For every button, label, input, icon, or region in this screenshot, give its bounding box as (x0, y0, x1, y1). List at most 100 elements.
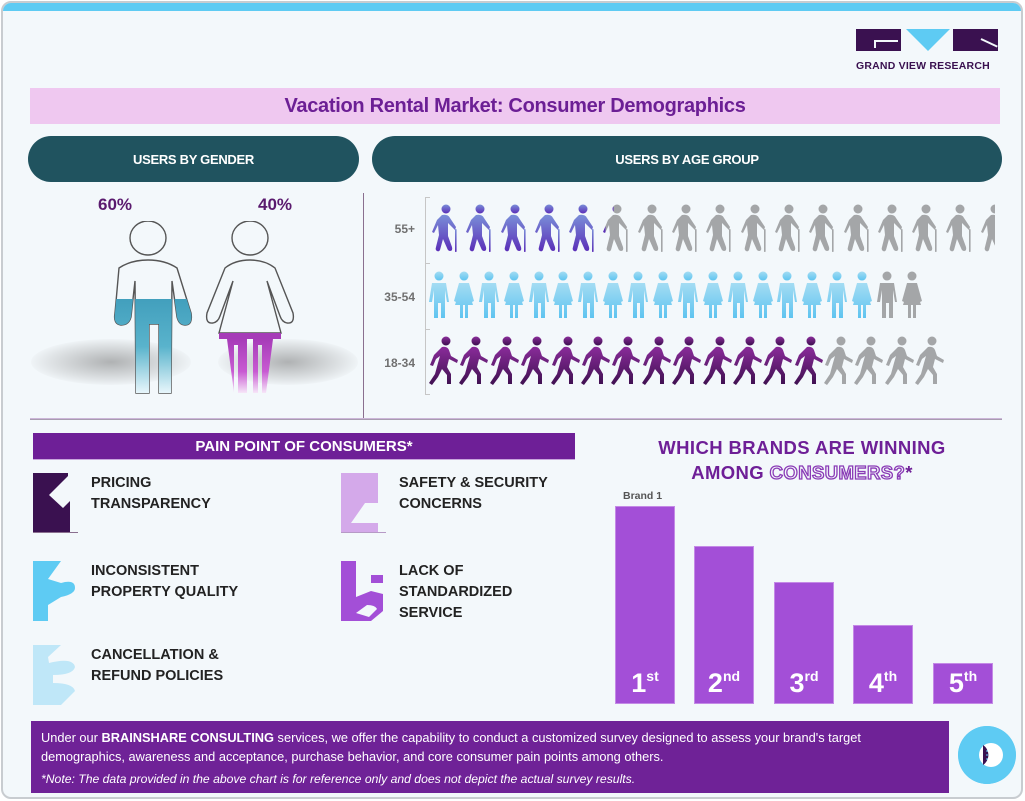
brands-title-asterisk: * (905, 462, 913, 483)
elderly-with-cane-icon (877, 204, 903, 252)
walking-person-icon (580, 336, 610, 385)
horizontal-divider (30, 418, 1002, 420)
couple-person-icon (603, 271, 624, 318)
couple-person-icon (677, 271, 698, 318)
brands-title-among: AMONG (691, 462, 770, 483)
page-title: Vacation Rental Market: Consumer Demogra… (284, 94, 746, 117)
couple-person-icon (877, 271, 898, 318)
brands-title-consumers: CONSUMERS? (769, 461, 906, 483)
walking-person-icon (824, 336, 854, 385)
elderly-with-cane-icon (912, 204, 937, 252)
couple-person-icon (453, 271, 474, 318)
number-4-icon (341, 473, 386, 533)
couple-person-icon (901, 271, 922, 318)
brainshare-logo-icon (958, 726, 1016, 784)
brand-bar-1: 1st (615, 506, 675, 704)
couple-person-icon (802, 271, 823, 318)
walking-person-icon (702, 336, 732, 385)
pain-point-4-line2: CONCERNS (399, 496, 482, 512)
elderly-with-cane-icon (637, 204, 663, 252)
walking-person-icon (884, 336, 914, 385)
number-5-icon (341, 561, 383, 621)
couple-person-icon (852, 271, 873, 318)
pain-points-heading: PAIN POINT OF CONSUMERS* (33, 433, 575, 460)
age-label-35-54: 35-54 (384, 290, 415, 304)
elderly-with-cane-icon (706, 204, 731, 252)
walking-person-icon (915, 336, 945, 385)
walking-person-icon (489, 336, 519, 385)
walking-person-icon (641, 336, 671, 385)
couple-person-icon (478, 271, 499, 318)
walking-person-icon (732, 336, 762, 385)
logo-r-block-icon (953, 29, 998, 51)
elderly-with-cane-icon (569, 204, 594, 252)
brand-bar-5: 5th (933, 663, 993, 704)
number-1-icon (33, 473, 78, 533)
elderly-with-cane-icon (672, 204, 697, 252)
brand-rank-label: 4th (868, 668, 898, 698)
walking-person-icon (520, 336, 550, 385)
pain-point-1-line2: TRANSPARENCY (91, 496, 211, 512)
elderly-with-cane-icon (500, 204, 526, 252)
walking-person-icon (550, 336, 580, 385)
couple-person-icon (653, 271, 674, 318)
top-accent-bar (3, 3, 1021, 11)
couple-person-icon (827, 271, 848, 318)
logo-g-block-icon (856, 29, 901, 51)
brands-title-line1: WHICH BRANDS ARE WINNING (658, 437, 946, 458)
section-heading-gender: USERS BY GENDER (28, 136, 359, 182)
pain-point-5-line1: LACK OF (399, 563, 464, 579)
brand-bar-3: 3rd (774, 582, 834, 704)
brand-1-label: Brand 1 (623, 490, 663, 502)
elderly-with-cane-icon (946, 204, 972, 252)
brands-chart-title: WHICH BRANDS ARE WINNING AMONG CONSUMERS… (603, 435, 1001, 485)
pain-point-1-line1: PRICING (91, 475, 152, 491)
number-2-icon (33, 561, 75, 621)
elderly-with-cane-icon (740, 204, 766, 252)
brand-rank-label: 5th (948, 668, 978, 698)
vertical-divider (363, 193, 364, 419)
couple-person-icon (752, 271, 773, 318)
elderly-with-cane-icon (774, 204, 800, 252)
pain-point-2-line1: INCONSISTENT (91, 563, 199, 579)
pain-point-3-line2: REFUND POLICIES (91, 668, 224, 684)
age-row-35-54 (429, 265, 995, 331)
age-axis (425, 197, 430, 395)
logo-text: GRAND VIEW RESEARCH (856, 60, 990, 72)
title-band: Vacation Rental Market: Consumer Demogra… (30, 88, 1000, 124)
walking-person-icon (763, 336, 793, 385)
brand-rank-label: 1st (631, 668, 659, 698)
logo-v-triangle-icon (906, 29, 950, 51)
number-3-icon (33, 645, 75, 705)
elderly-with-cane-icon (809, 204, 834, 252)
walking-person-icon (672, 336, 702, 385)
male-person-icon (113, 221, 193, 394)
pain-point-3-line1: CANCELLATION & (91, 647, 219, 663)
couple-person-icon (553, 271, 574, 318)
brand-rank-label: 3rd (789, 668, 819, 698)
age-row-18-34 (429, 331, 995, 397)
female-percent: 40% (258, 195, 293, 214)
pain-point-2-line2: PROPERTY QUALITY (91, 584, 239, 600)
footer-text-pre: Under our (41, 730, 102, 745)
footer-disclaimer: *Note: The data provided in the above ch… (41, 772, 636, 786)
pain-point-5-line2: STANDARDIZED (399, 584, 513, 600)
section-heading-age: USERS BY AGE GROUP (372, 136, 1002, 182)
elderly-with-cane-icon (843, 204, 869, 252)
elderly-with-cane-icon (534, 204, 560, 252)
walking-person-icon (793, 336, 823, 385)
walking-person-icon (429, 336, 458, 385)
footer-text-post: services, we offer the capability to con… (41, 730, 861, 764)
age-label-55plus: 55+ (394, 222, 415, 236)
couple-person-icon (702, 271, 723, 318)
elderly-with-cane-icon (431, 204, 457, 252)
brand-bar-2: 2nd (694, 546, 754, 704)
elderly-with-cane-icon (603, 204, 629, 252)
elderly-with-cane-icon (466, 204, 491, 252)
walking-person-icon (854, 336, 884, 385)
grand-view-research-logo: GRAND VIEW RESEARCH (856, 29, 998, 75)
pain-point-4-line1: SAFETY & SECURITY (399, 475, 548, 491)
footer-consulting-note: Under our BRAINSHARE CONSULTING services… (31, 721, 949, 793)
male-percent: 60% (98, 195, 133, 214)
walking-person-icon (459, 336, 489, 385)
